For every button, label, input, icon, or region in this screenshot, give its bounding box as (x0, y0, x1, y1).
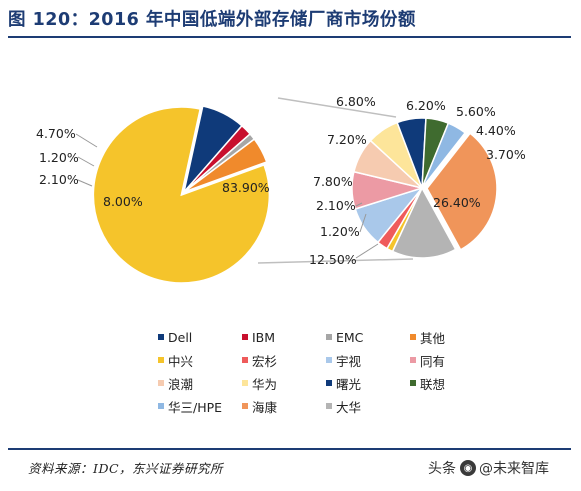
watermark: 头条 ◉ @未来智库 (428, 458, 549, 478)
legend-label: EMC (336, 329, 364, 345)
sub-label-leader-1 (355, 243, 379, 259)
main-data-label-4: 4.70% (36, 126, 76, 141)
legend-label: 宏杉 (252, 353, 278, 369)
legend-swatch (410, 357, 416, 363)
legend-item: 中兴 (158, 352, 242, 369)
legend-item: 宏杉 (242, 352, 326, 369)
legend-item: 华为 (242, 375, 326, 392)
sub-data-label-10: 3.70% (486, 147, 526, 162)
sub-pie-slice-0 (426, 132, 498, 251)
legend-swatch (242, 334, 248, 340)
sub-label-leader-2 (359, 213, 367, 233)
legend: Dell IBM EMC 其他中兴 宏杉 宇视 同有浪潮 华为 曙光 联想华三/HPE 海康 大华 (158, 329, 488, 415)
main-label-leader-2 (77, 179, 93, 187)
legend-swatch (242, 380, 248, 386)
legend-item: 宇视 (326, 352, 410, 369)
connector-lines (257, 97, 414, 264)
legend-label: 曙光 (336, 376, 362, 392)
legend-swatch (158, 380, 164, 386)
main-label-leader-3 (77, 156, 95, 167)
sub-data-label-3: 2.10% (316, 198, 356, 213)
sub-data-label-7: 6.20% (406, 98, 446, 113)
legend-swatch (158, 403, 164, 409)
legend-label: 浪潮 (168, 376, 194, 392)
sub-data-label-8: 5.60% (456, 104, 496, 119)
footer-rule (8, 448, 571, 450)
legend-swatch (326, 357, 332, 363)
legend-label: Dell (168, 329, 193, 345)
legend-item: 曙光 (326, 375, 410, 392)
main-data-label-2: 2.10% (39, 172, 79, 187)
sub-data-label-6: 6.80% (336, 94, 376, 109)
sub-label-leader-3 (355, 202, 363, 207)
sub-data-label-9: 4.40% (476, 123, 516, 138)
main-pie-slice-0 (92, 106, 271, 284)
sub-data-label-5: 7.20% (327, 132, 367, 147)
legend-swatch (158, 357, 164, 363)
watermark-logo-text: 头条 (428, 461, 456, 477)
connector-line-bottom (257, 258, 414, 264)
main-pie (92, 105, 271, 284)
connector-line-top (277, 97, 397, 118)
legend-label: 联想 (420, 376, 446, 392)
title-rule (8, 36, 571, 38)
legend-label: 其他 (420, 330, 446, 346)
legend-label: IBM (252, 329, 276, 345)
legend-label: 华为 (252, 376, 278, 392)
legend-item: 海康 (242, 398, 326, 415)
legend-swatch (326, 380, 332, 386)
legend-swatch (326, 334, 332, 340)
legend-label: 大华 (336, 399, 362, 415)
legend-label: 中兴 (168, 353, 194, 369)
data-labels: 83.90% 8.00% 2.10% 1.20% 4.70% 26.40% 12.50% 1.… (36, 94, 526, 267)
main-data-label-0: 83.90% (222, 180, 270, 195)
legend-swatch (242, 403, 248, 409)
legend-item: 其他 (410, 329, 494, 346)
watermark-text: @未来智库 (479, 461, 549, 477)
legend-item: EMC (326, 329, 410, 345)
legend-label: 海康 (252, 399, 278, 415)
source-note: 资料来源：IDC，东兴证券研究所 (28, 461, 224, 476)
sub-data-label-4: 7.80% (313, 174, 353, 189)
sub-data-label-0: 26.40% (433, 195, 481, 210)
legend-label: 同有 (420, 353, 446, 369)
sub-data-label-2: 1.20% (320, 224, 360, 239)
legend-swatch (242, 357, 248, 363)
legend-item: 同有 (410, 352, 494, 369)
legend-item: Dell (158, 329, 242, 345)
legend-item: IBM (242, 329, 326, 345)
legend-swatch (326, 403, 332, 409)
legend-label: 宇视 (336, 353, 362, 369)
sub-pie-slice-1 (391, 186, 457, 259)
legend-item: 华三/HPE (158, 398, 242, 415)
sub-pie (351, 117, 498, 259)
main-label-leader-4 (75, 133, 98, 148)
sub-pie-slice-10 (421, 122, 467, 189)
sub-data-label-1: 12.50% (309, 252, 357, 267)
legend-item: 联想 (410, 375, 494, 392)
legend-item: 浪潮 (158, 375, 242, 392)
legend-label: 华三/HPE (168, 399, 223, 415)
watermark-logo-icon: ◉ (460, 460, 476, 476)
main-pie-slice-4 (183, 138, 268, 193)
legend-swatch (410, 380, 416, 386)
legend-item: 大华 (326, 398, 410, 415)
legend-swatch (410, 334, 416, 340)
chart-title: 图 120：2016 年中国低端外部存储厂商市场份额 (8, 10, 416, 30)
legend-swatch (158, 334, 164, 340)
main-data-label-3: 1.20% (39, 150, 79, 165)
main-data-label-1: 8.00% (103, 194, 143, 209)
